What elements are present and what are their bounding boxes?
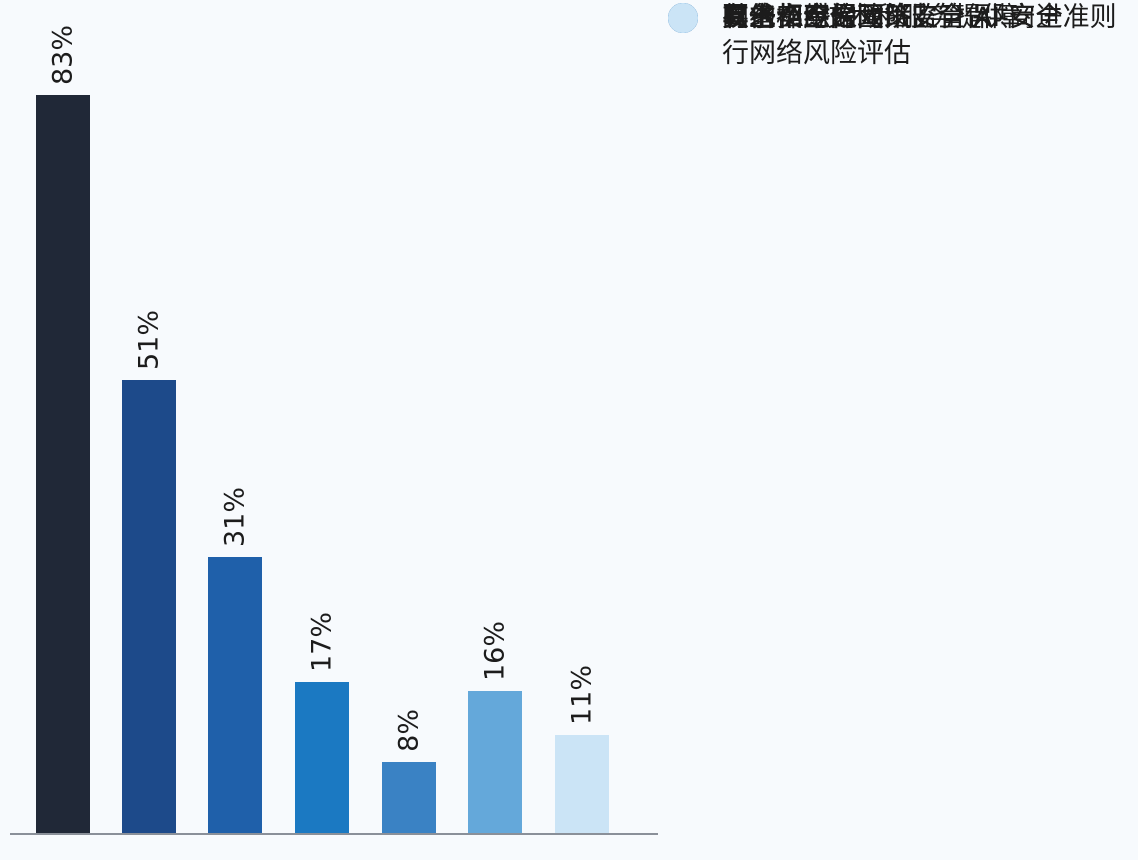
bar-none-of-above: 11%: [555, 665, 609, 833]
legend-label: 有一个综合政策监管 AI 安全准则: [722, 0, 1117, 36]
legend-label-line: 行网络风险评估: [722, 38, 911, 69]
bar-rect: [122, 380, 176, 833]
bar-rect: [36, 95, 90, 833]
bar-value-label: 11%: [566, 664, 598, 725]
legend-label-line: 要求 AI 技术和服务提供商进: [722, 2, 1063, 33]
bar-value-label: 17%: [306, 611, 338, 672]
bar-value-label: 83%: [47, 24, 79, 85]
bar-rect: [382, 762, 436, 833]
legend-label-line: 有一个专门团队监管 AI 安全: [722, 2, 1063, 33]
legend-label-line: 具备相应的网络安全保障: [722, 2, 1019, 33]
bar-value-label: 51%: [133, 309, 165, 370]
bar-value-label: 31%: [219, 486, 251, 547]
bar-rect: [295, 682, 349, 833]
bar-cybersecurity-assurance: 83%: [36, 25, 90, 833]
legend-label-line: 以上都不是: [722, 2, 857, 33]
bar-comprehensive-policy: 17%: [295, 612, 349, 833]
legend-label: 要求 AI 技术和服务提供商进 行网络风险评估: [722, 0, 1063, 72]
legend-label: 其他: [722, 0, 776, 36]
legend-item-none-of-above: 以上都不是: [668, 0, 857, 36]
bar-rect: [208, 557, 262, 833]
bar-value-label: 8%: [393, 709, 425, 752]
legend-dot-icon: [668, 3, 698, 33]
legend-label-line: 有一个综合政策监管 AI 安全准则: [722, 2, 1117, 33]
legend-label: 有一个专门团队监管 AI 安全: [722, 0, 1063, 36]
bar-rect: [555, 735, 609, 833]
legend-label: 以上都不是: [722, 0, 857, 36]
legend-item-vendor-cyber-risk-assessment: 要求 AI 技术和服务提供商进 行网络风险评估: [668, 0, 1063, 72]
bar-rect: [468, 691, 522, 833]
bar-value-label: 16%: [479, 620, 511, 681]
bar-vendor-cyber-risk-assessment: 51%: [122, 310, 176, 833]
bar-corresponding-cybersecurity: 31%: [208, 487, 262, 833]
bar-other: 16%: [468, 621, 522, 833]
legend-label-line: 网络安全保障: [722, 2, 884, 33]
bar-dedicated-team: 8%: [382, 709, 436, 833]
legend-label-line: 其他: [722, 2, 776, 33]
legend-label: 具备相应的网络安全保障: [722, 0, 1019, 36]
legend-label: 网络安全保障: [722, 0, 884, 36]
x-axis-line: [10, 833, 658, 835]
